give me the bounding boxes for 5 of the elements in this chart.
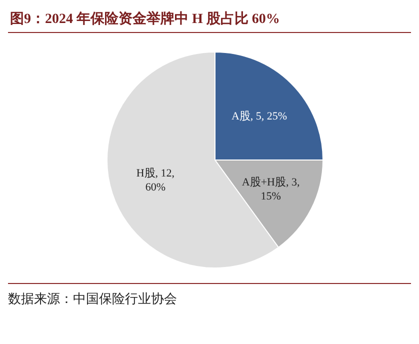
source-note: 数据来源：中国保险行业协会 [8, 290, 178, 308]
slice-label: A股+H股, 3, 15% [242, 176, 300, 202]
chart-title: 图9：2024 年保险资金举牌中 H 股占比 60% [8, 8, 411, 33]
slice-label: H股, 12, 60% [136, 167, 175, 194]
slice-label: A股, 5, 25% [231, 110, 288, 123]
